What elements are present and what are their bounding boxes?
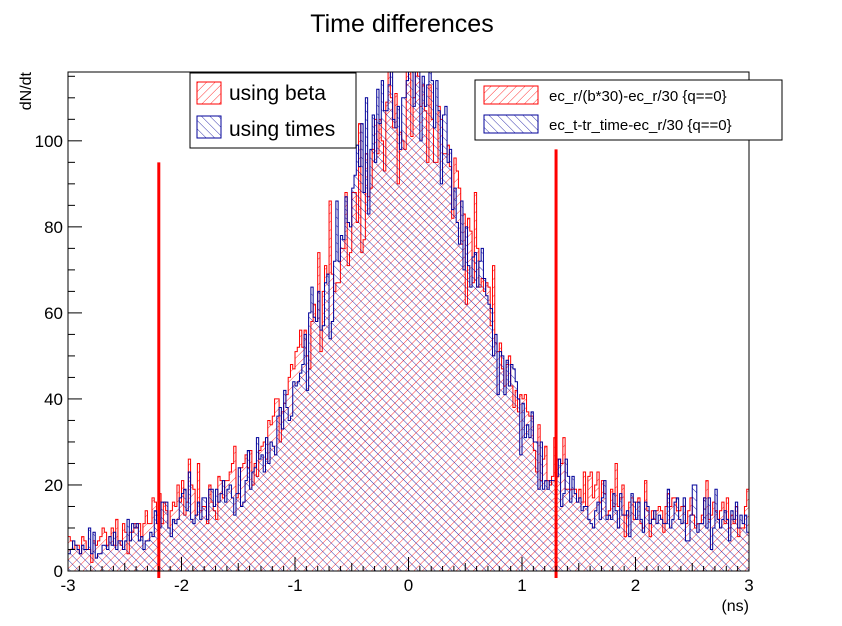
legend-entry-beta-expression: ec_r/(b*30)-ec_r/30 {q==0} — [549, 88, 727, 105]
legend-right: ec_r/(b*30)-ec_r/30 {q==0} ec_t-tr_time-… — [474, 79, 783, 141]
x-tick-label: 2 — [631, 576, 640, 595]
x-tick-label: 3 — [744, 576, 753, 595]
histogram-area — [68, 72, 749, 571]
cut-lines — [157, 149, 558, 578]
legend-left: using beta using times — [189, 72, 357, 149]
y-axis: 0 20 40 60 80 100 — [35, 75, 82, 581]
x-tick-label: 1 — [517, 576, 526, 595]
y-tick-label: 0 — [54, 562, 63, 581]
y-axis-label: dN/dt — [18, 71, 35, 110]
x-axis-label: (ns) — [721, 598, 749, 615]
x-tick-label: 0 — [404, 576, 413, 595]
x-tick-label: -2 — [174, 576, 189, 595]
x-tick-label: -3 — [60, 576, 75, 595]
legend-blue-swatch — [196, 115, 222, 139]
legend-entry-times-expression: ec_t-tr_time-ec_r/30 {q==0} — [549, 117, 732, 134]
legend-red-swatch — [196, 81, 222, 105]
y-tick-label: 100 — [35, 132, 63, 151]
y-tick-label: 60 — [44, 304, 63, 323]
chart-title: Time differences — [310, 10, 493, 38]
y-tick-label: 40 — [44, 390, 63, 409]
histogram-using-times — [68, 72, 749, 571]
x-tick-label: -1 — [287, 576, 302, 595]
legend-entry-using-beta: using beta — [229, 82, 326, 105]
x-axis: -3 -2 -1 0 1 2 3 — [60, 557, 754, 595]
legend-blue-swatch — [483, 114, 539, 134]
legend-red-swatch — [483, 85, 539, 105]
y-tick-label: 20 — [44, 476, 63, 495]
y-tick-label: 80 — [44, 218, 63, 237]
legend-entry-using-times: using times — [229, 118, 335, 141]
